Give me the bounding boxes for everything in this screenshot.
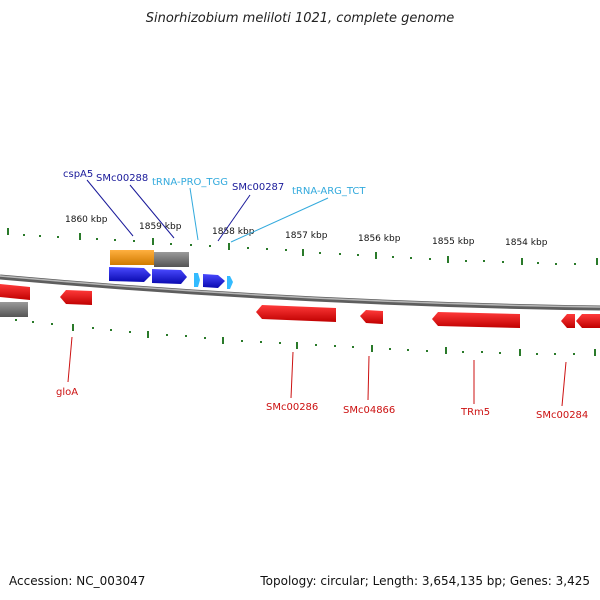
gene-label-SMc00287[interactable]: SMc00287 bbox=[232, 182, 284, 193]
outer-major-ticks bbox=[7, 228, 598, 265]
gene-label-tRNA-PRO_TGG[interactable]: tRNA-PRO_TGG bbox=[152, 177, 228, 188]
forward-gene-labels: cspA5 SMc00288 tRNA-PRO_TGG SMc00287 tRN… bbox=[63, 169, 366, 243]
map-title: Sinorhizobium meliloti 1021, complete ge… bbox=[146, 11, 455, 26]
gene-SMc00286-feature[interactable] bbox=[256, 305, 336, 322]
gene-SMc00287-feature[interactable] bbox=[203, 274, 225, 288]
gene-SMc00288-feature[interactable] bbox=[152, 269, 187, 284]
trna-arg-tct-feature[interactable] bbox=[227, 276, 233, 289]
gene-label-SMc00284[interactable]: SMc00284 bbox=[536, 410, 588, 421]
gene-label-gloA[interactable]: gloA bbox=[56, 387, 78, 398]
gene-left-edge-feature[interactable] bbox=[0, 284, 30, 300]
gene-label-TRm5[interactable]: TRm5 bbox=[460, 407, 490, 418]
trna-pro-tgg-feature[interactable] bbox=[194, 273, 200, 287]
inner-major-ticks bbox=[72, 324, 596, 356]
gene-right-edge-feature[interactable] bbox=[576, 314, 600, 328]
gene-label-SMc00286[interactable]: SMc00286 bbox=[266, 402, 318, 413]
scale-label-1859: 1859 kbp bbox=[139, 222, 182, 232]
gene-label-tRNA-ARG_TCT[interactable]: tRNA-ARG_TCT bbox=[292, 186, 366, 197]
expression-bar-left bbox=[0, 302, 28, 317]
gene-label-SMc04866[interactable]: SMc04866 bbox=[343, 405, 395, 416]
scale-label-1860: 1860 kbp bbox=[65, 215, 108, 225]
scale-label-1858: 1858 kbp bbox=[212, 227, 255, 237]
inner-minor-ticks bbox=[15, 319, 575, 355]
inner-tick-scale bbox=[15, 319, 596, 356]
gene-SMc04866-feature[interactable] bbox=[360, 310, 383, 324]
genome-backbone-highlight bbox=[0, 275, 600, 308]
gene-label-cspA5[interactable]: cspA5 bbox=[63, 169, 93, 180]
gene-SMc00284-feature[interactable] bbox=[561, 314, 575, 328]
outer-minor-ticks bbox=[23, 234, 576, 265]
scale-label-1854: 1854 kbp bbox=[505, 238, 548, 248]
expression-bar bbox=[110, 250, 189, 267]
outer-tick-scale: 1860 kbp 1859 kbp 1858 kbp 1857 kbp 1856… bbox=[7, 215, 598, 265]
scale-label-1857: 1857 kbp bbox=[285, 231, 328, 241]
scale-label-1856: 1856 kbp bbox=[358, 234, 401, 244]
accession-info: Accession: NC_003047 bbox=[9, 574, 146, 588]
topology-info: Topology: circular; Length: 3,654,135 bp… bbox=[260, 574, 590, 588]
gene-cspA5-feature[interactable] bbox=[109, 267, 151, 282]
gene-gloA-feature[interactable] bbox=[60, 290, 92, 305]
gene-TRm5-feature[interactable] bbox=[432, 312, 520, 328]
gene-label-SMc00288[interactable]: SMc00288 bbox=[96, 173, 148, 184]
scale-label-1855: 1855 kbp bbox=[432, 237, 475, 247]
genome-backbone bbox=[0, 274, 600, 311]
reverse-gene-labels: gloA SMc00286 SMc04866 TRm5 SMc00284 bbox=[56, 336, 588, 421]
